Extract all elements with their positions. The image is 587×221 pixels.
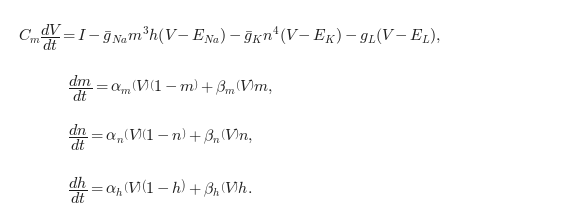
Text: $\dfrac{dm}{dt} = \alpha_m\left(V\right)\left(1 - m\right) + \beta_m\left(V\righ: $\dfrac{dm}{dt} = \alpha_m\left(V\right)… <box>68 73 272 104</box>
Text: $\dfrac{dn}{dt} = \alpha_n\left(V\right)\left(1 - n\right) + \beta_n\left(V\righ: $\dfrac{dn}{dt} = \alpha_n\left(V\right)… <box>68 122 253 152</box>
Text: $\dfrac{dh}{dt} = \alpha_h\left(V\right)\left(1 - h\right) + \beta_h\left(V\righ: $\dfrac{dh}{dt} = \alpha_h\left(V\right)… <box>68 174 252 206</box>
Text: $C_m\dfrac{dV}{dt} = I - \bar{g}_{Na}m^3h(V - E_{Na}) - \bar{g}_K n^4(V - E_K) -: $C_m\dfrac{dV}{dt} = I - \bar{g}_{Na}m^3… <box>18 22 441 53</box>
